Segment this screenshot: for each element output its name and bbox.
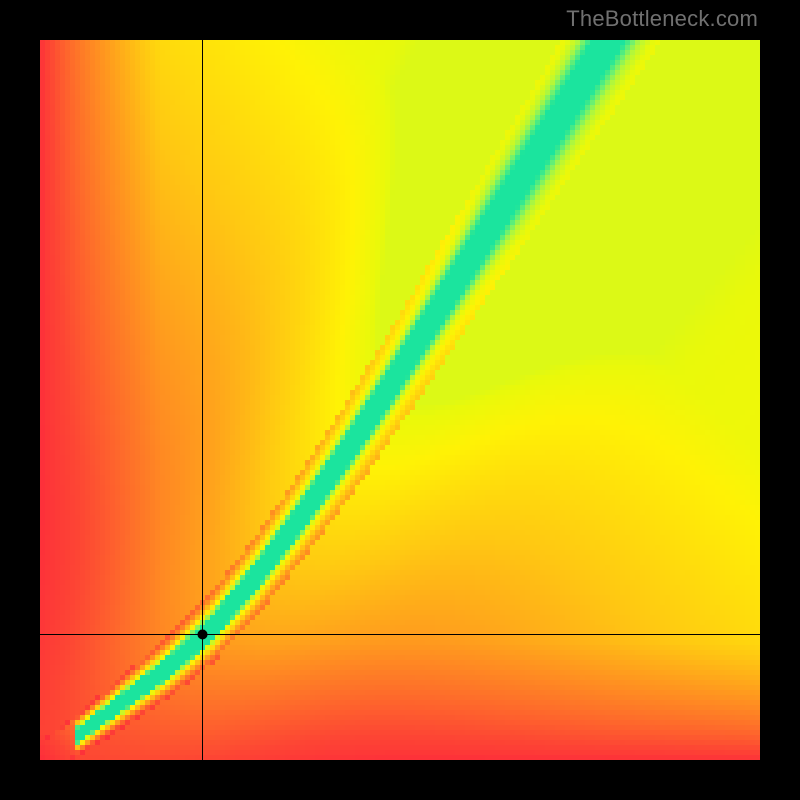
chart-root: TheBottleneck.com	[0, 0, 800, 800]
watermark-text: TheBottleneck.com	[566, 6, 758, 32]
crosshair-overlay	[40, 40, 760, 760]
